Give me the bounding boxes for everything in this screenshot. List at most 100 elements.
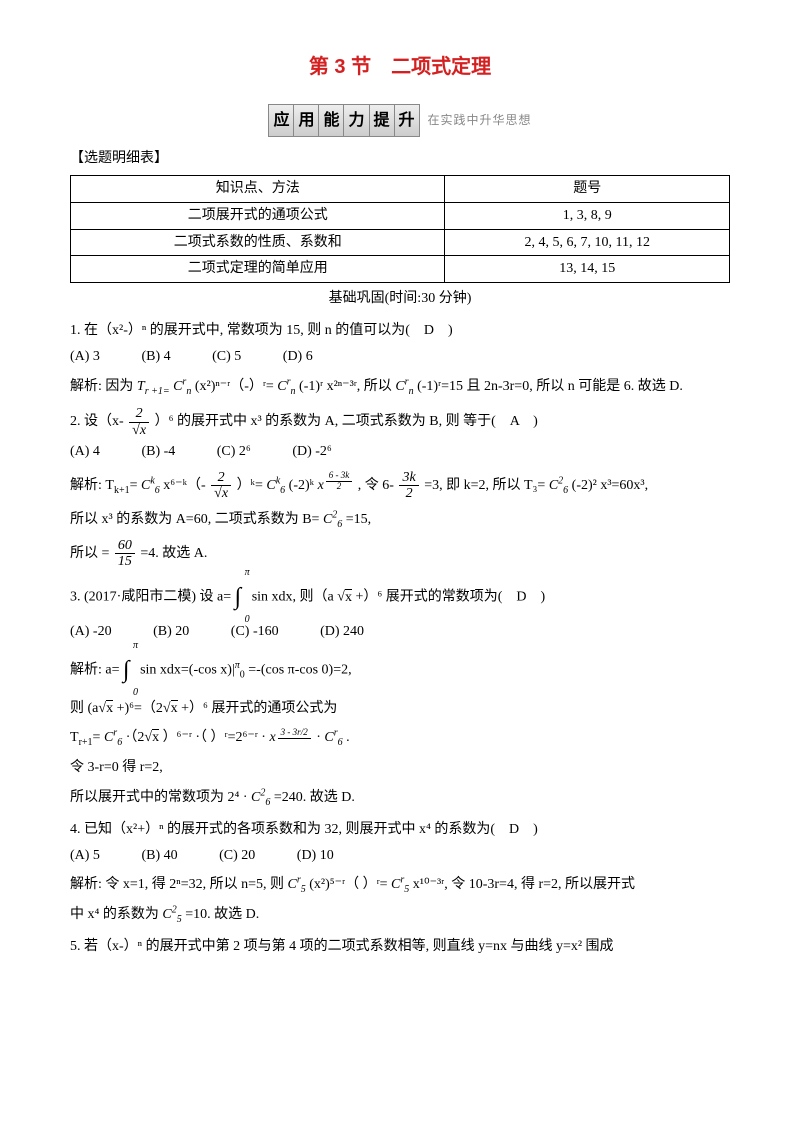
table-header: 题号 <box>445 175 730 202</box>
sqrt: x <box>345 589 352 605</box>
math: Crn <box>173 379 191 394</box>
question-3: 3. (2017·咸阳市二模) 设 a= ∫π0 sin xdx, 则（a √x… <box>70 577 730 618</box>
text: +)⁶=（2 <box>117 701 163 716</box>
text: 中 x⁴ 的系数为 <box>70 907 159 922</box>
math: Ck6 <box>266 478 285 493</box>
q4-solution-1: 解析: 令 x=1, 得 2ⁿ=32, 所以 n=5, 则 Cr5 (x²)⁵⁻… <box>70 873 730 897</box>
text: = <box>93 730 101 745</box>
page-title: 第 3 节 二项式定理 <box>70 50 730 84</box>
math: Cr5 <box>288 877 306 892</box>
opt-b: (B) 4 <box>141 345 170 369</box>
math: x <box>318 478 324 493</box>
table-header: 知识点、方法 <box>71 175 445 202</box>
text: 解析: 因为 <box>70 379 133 394</box>
table-label: 【选题明细表】 <box>70 147 730 171</box>
q3-solution-2: 则 (a√x +)⁶=（2√x +）⁶ 展开式的通项公式为 <box>70 697 730 721</box>
text: 则 (a <box>70 701 98 716</box>
text: =10. 故选 D. <box>185 907 259 922</box>
text: (-1)ʳ=15 且 2n-3r=0, 所以 n 可能是 6. 故选 D. <box>417 379 683 394</box>
q3-solution-5: 所以展开式中的常数项为 2⁴ · C26 =240. 故选 D. <box>70 786 730 810</box>
question-2: 2. 设（x- 2√x ）⁶ 的展开式中 x³ 的系数为 A, 二项式系数为 B… <box>70 406 730 438</box>
integral-icon: ∫π0 <box>123 650 130 691</box>
opt-a: (A) -20 <box>70 620 112 644</box>
text: =15, <box>346 512 371 527</box>
q2-solution-1: 解析: Tk+1= Ck6 x⁶⁻ᵏ（- 2√x ）ᵏ= Ck6 (-2)ᵏ x… <box>70 470 730 502</box>
text: 解析: T <box>70 478 114 493</box>
integral-icon: ∫π0 <box>235 577 242 618</box>
q4-solution-2: 中 x⁴ 的系数为 C25 =10. 故选 D. <box>70 903 730 927</box>
text: ·（2 <box>126 730 145 745</box>
text: 所以展开式中的常数项为 2⁴ · <box>70 790 248 805</box>
sqrt: x <box>171 700 178 716</box>
banner: 应 用 能 力 提 升 在实践中升华思想 <box>70 104 730 137</box>
opt-b: (B) -4 <box>141 440 175 464</box>
text: ）⁶ 的展开式中 x³ 的系数为 A, 二项式系数为 B, 则 等于( A ) <box>155 414 538 429</box>
banner-char: 升 <box>395 105 419 136</box>
banner-char: 用 <box>294 105 319 136</box>
q4-options: (A) 5 (B) 40 (C) 20 (D) 10 <box>70 844 730 868</box>
banner-subtitle: 在实践中升华思想 <box>428 110 532 130</box>
fraction: 3k2 <box>399 470 418 502</box>
opt-b: (B) 40 <box>141 844 177 868</box>
q3-solution-3: Tr+1= Cr6 ·（2√x ）⁶⁻ʳ ·（ ）ʳ=2⁶⁻ʳ · x3 - 3… <box>70 726 730 750</box>
q3-solution-4: 令 3-r=0 得 r=2, <box>70 756 730 780</box>
text: 所以 = <box>70 546 109 561</box>
text: ）ᵏ= <box>237 478 263 493</box>
opt-c: (C) 20 <box>219 844 255 868</box>
math: x <box>269 730 275 745</box>
q2-options: (A) 4 (B) -4 (C) 2⁶ (D) -2⁶ <box>70 440 730 464</box>
section-heading: 基础巩固(时间:30 分钟) <box>70 287 730 311</box>
sqrt: x <box>106 700 113 716</box>
fraction: 3 - 3r/22 <box>278 728 311 739</box>
text: 所以 x³ 的系数为 A=60, 二项式系数为 B= <box>70 512 319 527</box>
text: (x²)ⁿ⁻ʳ（-）ʳ= <box>195 379 274 394</box>
opt-d: (D) 6 <box>283 345 313 369</box>
math: C26 <box>251 790 270 805</box>
table-cell: 二项展开式的通项公式 <box>71 202 445 229</box>
math: C26 <box>549 478 568 493</box>
fraction: 2√x <box>211 470 231 502</box>
text: 2. 设（x- <box>70 414 124 429</box>
question-5: 5. 若（x-）ⁿ 的展开式中第 2 项与第 4 项的二项式系数相等, 则直线 … <box>70 935 730 959</box>
opt-d: (D) 240 <box>320 620 364 644</box>
text: +）⁶ 展开式的通项公式为 <box>181 701 337 716</box>
table-row: 二项式定理的简单应用 13, 14, 15 <box>71 256 730 283</box>
topic-table: 知识点、方法 题号 二项展开式的通项公式 1, 3, 8, 9 二项式系数的性质… <box>70 175 730 283</box>
opt-d: (D) 10 <box>297 844 334 868</box>
table-cell: 1, 3, 8, 9 <box>445 202 730 229</box>
table-cell: 二项式定理的简单应用 <box>71 256 445 283</box>
q3-solution-1: 解析: a= ∫π0 sin xdx=(-cos x)|π0 =-(cos π-… <box>70 650 730 691</box>
q1-solution: 解析: 因为 Tr +1= Crn (x²)ⁿ⁻ʳ（-）ʳ= Crn (-1)ʳ… <box>70 375 730 399</box>
text: 3. (2017·咸阳市二模) 设 a= <box>70 590 231 605</box>
banner-char: 提 <box>370 105 395 136</box>
math: Ck6 <box>141 478 160 493</box>
banner-char: 应 <box>269 105 294 136</box>
text: = <box>130 478 138 493</box>
sub: 0 <box>240 669 245 680</box>
math: C25 <box>162 907 181 922</box>
text: (-2)² x³=60x³, <box>572 478 648 493</box>
banner-char: 能 <box>319 105 344 136</box>
banner-char: 力 <box>344 105 369 136</box>
text: (x²)⁵⁻ʳ（ ）ʳ= <box>309 877 387 892</box>
math: C26 <box>323 512 342 527</box>
math-sub: r +1= <box>145 385 170 396</box>
math: Cr5 <box>391 877 409 892</box>
table-row: 二项式系数的性质、系数和 2, 4, 5, 6, 7, 10, 11, 12 <box>71 229 730 256</box>
q2-solution-3: 所以 = 6015 =4. 故选 A. <box>70 538 730 570</box>
table-cell: 2, 4, 5, 6, 7, 10, 11, 12 <box>445 229 730 256</box>
q2-solution-2: 所以 x³ 的系数为 A=60, 二项式系数为 B= C26 =15, <box>70 508 730 532</box>
fraction: 6015 <box>115 538 135 570</box>
table-row: 二项展开式的通项公式 1, 3, 8, 9 <box>71 202 730 229</box>
opt-c: (C) -160 <box>231 620 279 644</box>
text: . <box>346 730 350 745</box>
math: Crn <box>395 379 413 394</box>
question-1: 1. 在（x²-）ⁿ 的展开式中, 常数项为 15, 则 n 的值可以为( D … <box>70 319 730 343</box>
text: (-1)ʳ x²ⁿ⁻³ʳ, 所以 <box>299 379 392 394</box>
opt-b: (B) 20 <box>153 620 189 644</box>
opt-a: (A) 5 <box>70 844 100 868</box>
text: x¹⁰⁻³ʳ, 令 10-3r=4, 得 r=2, 所以展开式 <box>413 877 635 892</box>
text: ）⁶⁻ʳ ·（ ）ʳ=2⁶⁻ʳ · <box>163 730 266 745</box>
banner-box: 应 用 能 力 提 升 <box>268 104 419 137</box>
text: +）⁶ 展开式的常数项为( D ) <box>355 590 545 605</box>
